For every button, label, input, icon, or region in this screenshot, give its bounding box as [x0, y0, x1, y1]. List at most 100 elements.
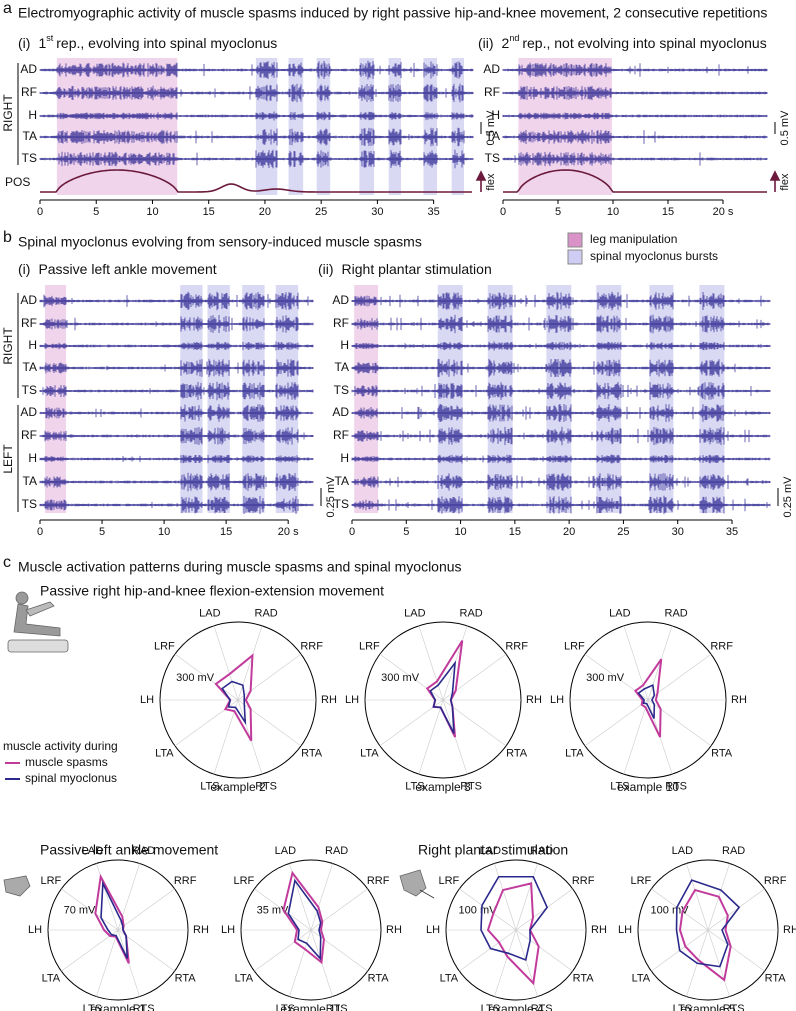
radar-axis-label: LAD: [199, 607, 220, 619]
icon-ankle: [3, 875, 31, 897]
radar-spoke: [96, 929, 119, 997]
x-tick-label: 20: [259, 206, 271, 218]
channel-label: RF: [21, 85, 37, 99]
subpanel-title: (i) Passive left ankle movement: [18, 261, 217, 277]
burst-span: [649, 285, 674, 513]
radar-axis-label: RRF: [764, 875, 787, 887]
radar-axis-label: RH: [386, 924, 402, 936]
radar-spoke: [623, 625, 649, 701]
emg-trace: [351, 291, 771, 311]
radar-spoke: [237, 625, 263, 701]
channel-label: H: [28, 338, 37, 352]
x-tick-label: 5: [99, 526, 105, 538]
flex-label: flex: [779, 173, 791, 191]
radar-axis-label: RAD: [132, 845, 155, 857]
title-part: Right plantar stimulation: [342, 261, 492, 277]
channel-label: TA: [335, 360, 349, 374]
radar-axis-label: LTA: [155, 747, 174, 759]
radar-axis-label: LH: [28, 924, 42, 936]
legend-label: spinal myoclonus bursts: [590, 249, 718, 263]
title-part: 1: [38, 35, 46, 51]
radar-axis-label: LRF: [564, 640, 585, 652]
burst-span: [451, 58, 465, 195]
channel-label: TS: [22, 497, 37, 511]
radar-axis-label: LRF: [630, 875, 651, 887]
emg-trace: [39, 359, 314, 377]
radar-axis-label: RTS: [133, 1003, 155, 1011]
radar-spoke: [651, 888, 709, 931]
title-part: (ii): [478, 35, 494, 51]
radar-spoke: [61, 888, 119, 931]
channel-label: AD: [20, 405, 37, 419]
emg-trace: [39, 111, 474, 121]
emg-trace: [351, 495, 771, 515]
legend-title: muscle activity during: [3, 739, 118, 753]
radar-axis-label: RTA: [368, 973, 390, 985]
icon-hip-knee: [7, 591, 69, 653]
x-tick-label: 10: [158, 526, 170, 538]
x-tick-label: 35: [726, 526, 738, 538]
radar-axis-label: LAD: [672, 845, 693, 857]
x-tick-label: 15: [662, 206, 674, 218]
side-label: RIGHT: [1, 94, 15, 132]
radar-axis-label: RTA: [506, 747, 528, 759]
side-label: LEFT: [1, 444, 15, 474]
radar-scale-label: 100 mV: [651, 904, 690, 916]
x-tick-label: 0: [37, 206, 43, 218]
radar-spoke: [379, 653, 444, 701]
flex-arrow: [769, 170, 781, 192]
radar-scale-label: 35 mV: [257, 904, 289, 916]
radar-polygon: [287, 878, 322, 961]
radar-spoke: [515, 863, 538, 931]
burst-span: [388, 58, 402, 195]
emg-trace: [39, 341, 314, 351]
title-part: st: [46, 33, 54, 43]
legend-label: spinal myoclonus: [25, 771, 117, 785]
radar-axis-label: RH: [526, 694, 542, 706]
channel-label: TS: [334, 383, 349, 397]
radar-axis-label: RRF: [174, 875, 197, 887]
channel-label: RF: [21, 316, 37, 330]
emg-trace: [351, 358, 771, 378]
radar-polygon: [282, 870, 325, 965]
emg-trace: [351, 314, 771, 334]
radar-spoke: [515, 929, 573, 972]
radar-spoke: [418, 625, 444, 701]
radar-spoke: [623, 699, 649, 775]
x-tick-label: 5: [93, 206, 99, 218]
x-tick-label: 30: [672, 526, 684, 538]
title-part: rep., not evolving into spinal myoclonus: [522, 35, 766, 51]
side-label: RIGHT: [1, 327, 15, 365]
emg-trace: [351, 454, 771, 464]
channel-label: RF: [333, 316, 349, 330]
radar-axis-label: RTS: [531, 1003, 553, 1011]
legend-swatch: [567, 249, 583, 265]
radar-axis-label: LAD: [82, 845, 103, 857]
radar-label: example 5: [680, 1002, 736, 1011]
title-part: (i): [18, 35, 30, 51]
radar-axis-label: RAD: [665, 607, 688, 619]
emg-trace: [351, 473, 771, 491]
radar-axis-label: RAD: [460, 607, 483, 619]
radar-axis-label: LTA: [632, 973, 651, 985]
channel-label: TS: [22, 151, 37, 165]
emg-trace: [502, 129, 768, 145]
radar-spoke: [237, 653, 302, 701]
x-tick-label: 5: [403, 526, 409, 538]
x-tick-label: 10: [607, 206, 619, 218]
channel-label: AD: [483, 62, 500, 76]
radar-axis-label: LRF: [154, 640, 175, 652]
radar-axis-label: RRF: [710, 640, 733, 652]
channel-label: TA: [23, 474, 37, 488]
panel-letter: c: [3, 554, 11, 571]
emg-trace: [39, 149, 474, 169]
title-part: nd: [509, 33, 519, 43]
radar-axis-label: RTA: [711, 747, 733, 759]
radar-spoke: [686, 863, 709, 931]
channel-label: AD: [20, 293, 37, 307]
x-tick-label: 10: [454, 526, 466, 538]
radar-axis-label: RTS: [255, 780, 277, 792]
radar-axis-label: RAD: [530, 845, 553, 857]
radar-spoke: [647, 699, 712, 747]
emg-trace: [39, 127, 474, 147]
